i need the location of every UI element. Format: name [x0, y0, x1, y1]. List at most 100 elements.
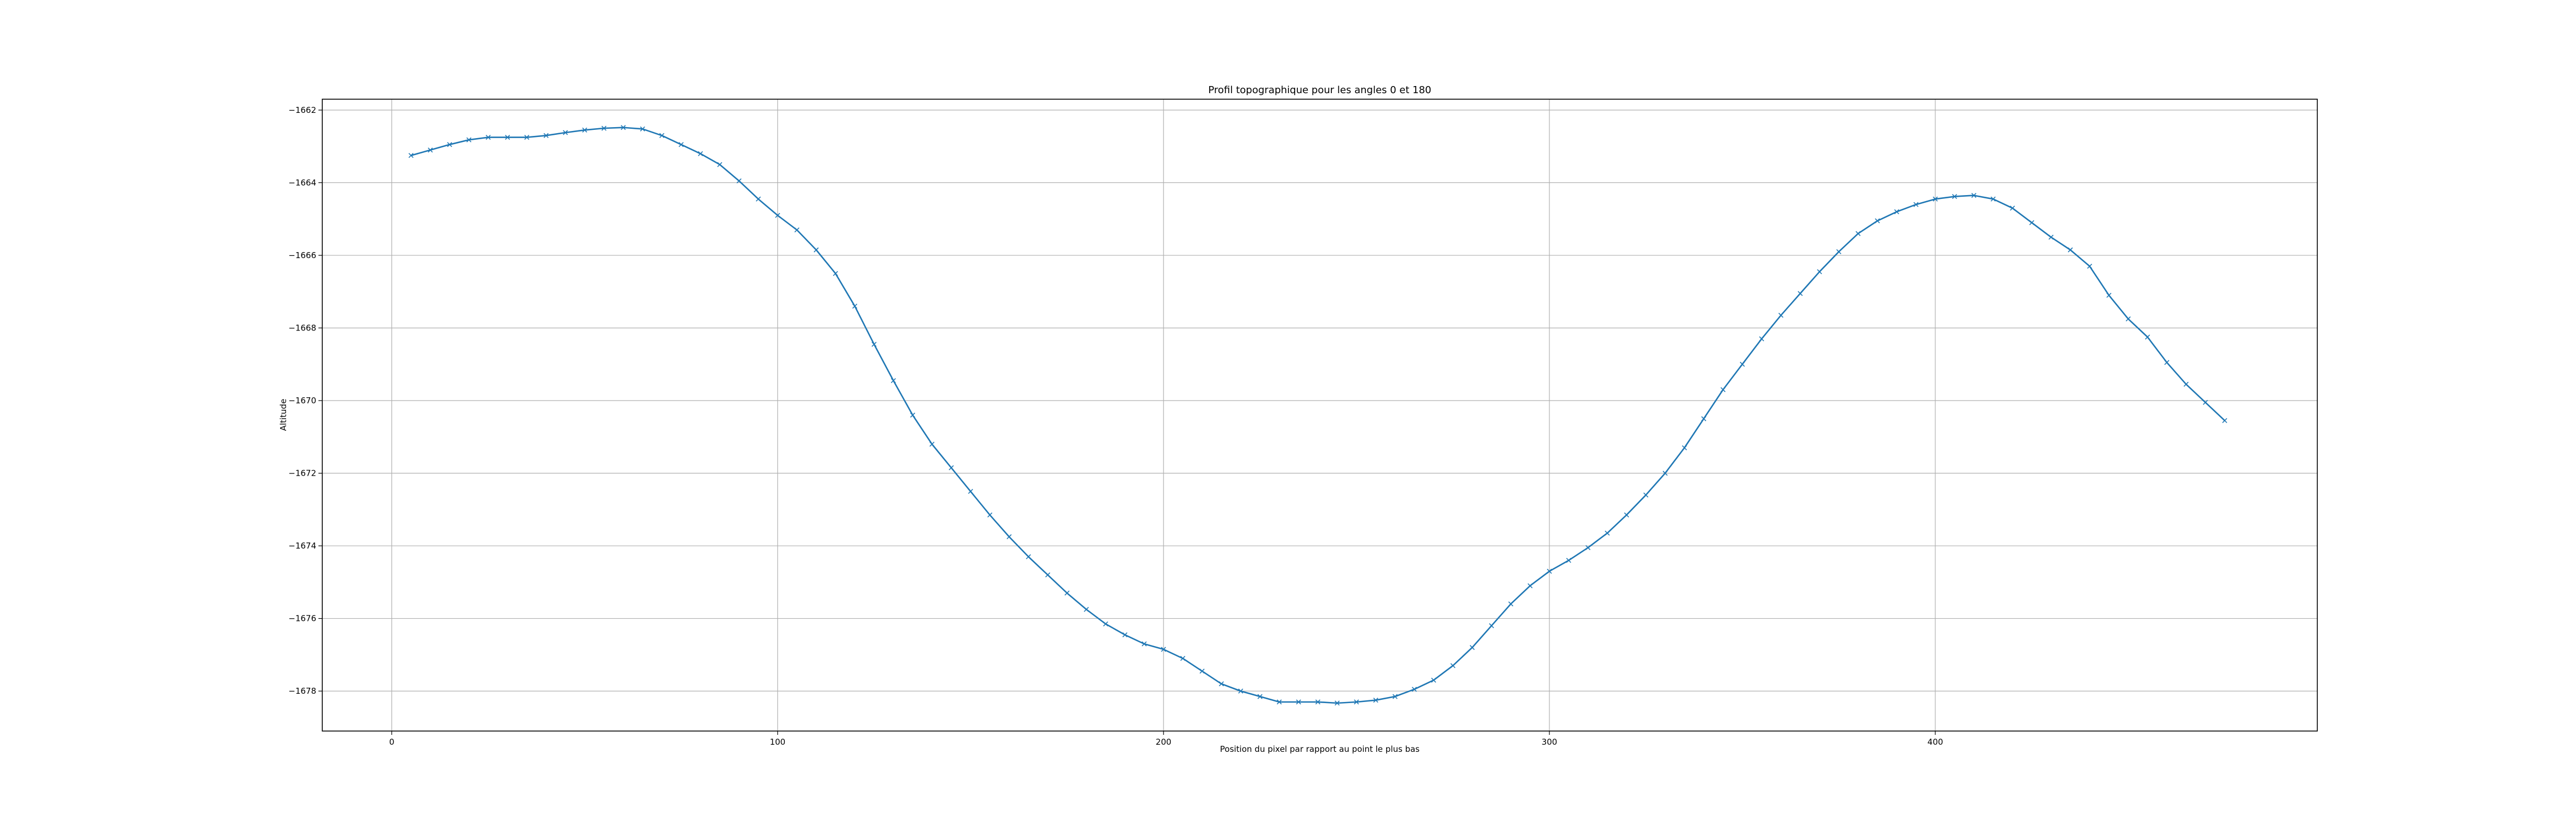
- data-point: [1720, 387, 1726, 392]
- data-point: [1797, 290, 1803, 296]
- data-point: [813, 247, 819, 253]
- data-point: [1991, 196, 1996, 202]
- data-point: [1392, 694, 1398, 699]
- y-tick-label: −1674: [288, 541, 316, 551]
- data-point: [1064, 590, 1070, 596]
- chart-title: Profil topographique pour les angles 0 e…: [1208, 84, 1431, 96]
- y-tick-label: −1664: [288, 178, 316, 187]
- data-point: [1566, 557, 1571, 563]
- data-point: [1682, 445, 1687, 450]
- x-axis-label: Position du pixel par rapport au point l…: [1220, 744, 1420, 754]
- data-point: [1315, 699, 1321, 705]
- data-point: [1585, 545, 1591, 550]
- data-point: [1624, 512, 1629, 518]
- x-tick-label: 300: [1542, 737, 1558, 747]
- data-point: [1759, 336, 1764, 341]
- data-point: [1913, 202, 1919, 207]
- data-point: [1218, 681, 1224, 687]
- data-point: [1276, 699, 1282, 705]
- data-point: [428, 147, 433, 153]
- y-tick-label: −1666: [288, 250, 316, 260]
- data-point: [2029, 220, 2034, 225]
- data-point: [1006, 534, 1012, 540]
- data-point: [910, 412, 915, 418]
- data-point: [1778, 312, 1783, 318]
- data-point: [1662, 470, 1668, 476]
- grid: [322, 99, 2317, 731]
- data-point: [1199, 669, 1205, 674]
- data-point: [1257, 694, 1263, 699]
- data-point: [1508, 601, 1514, 607]
- data-point: [1103, 621, 1108, 627]
- data-point: [447, 142, 452, 147]
- y-axis-label: Altitude: [278, 399, 288, 431]
- data-point: [1489, 623, 1494, 629]
- data-point: [2203, 399, 2208, 405]
- data-point: [1933, 196, 1938, 202]
- data-point: [1122, 632, 1128, 637]
- data-point: [1874, 218, 1880, 224]
- data-point: [1547, 568, 1552, 574]
- data-point: [543, 133, 549, 138]
- y-tick-label: −1678: [288, 686, 316, 696]
- data-point: [1373, 698, 1378, 703]
- data-point: [1431, 677, 1437, 683]
- y-tick-label: −1676: [288, 614, 316, 624]
- data-point: [794, 227, 800, 233]
- data-point: [408, 153, 414, 158]
- data-point: [679, 142, 684, 147]
- data-point: [2145, 334, 2150, 340]
- data-point: [1084, 607, 1089, 612]
- data-point: [1296, 699, 1301, 705]
- data-point: [466, 137, 472, 142]
- data-point: [2010, 206, 2015, 211]
- data-point: [2067, 247, 2073, 253]
- data-point: [659, 133, 665, 138]
- data-point: [1045, 572, 1051, 578]
- x-tick-label: 200: [1156, 737, 1172, 747]
- ticks: 0 100 200 300 400 −1662 −1664 −1666 −1668 −1670 −1…: [288, 105, 1943, 747]
- plot-frame: [322, 99, 2318, 732]
- data-point: [1894, 209, 1900, 214]
- data-point: [1450, 663, 1456, 669]
- data-point: [505, 135, 510, 140]
- series-layer: [408, 125, 2227, 706]
- data-point: [1142, 641, 1147, 647]
- data-point: [1604, 530, 1610, 536]
- data-point: [524, 135, 529, 140]
- data-point: [1836, 249, 1842, 254]
- data-point: [1469, 645, 1475, 650]
- data-point: [852, 304, 858, 309]
- data-point: [1161, 647, 1166, 652]
- data-point: [2125, 316, 2131, 322]
- data-point: [2106, 293, 2112, 298]
- data-point: [775, 213, 780, 218]
- data-point: [582, 127, 588, 133]
- data-point: [1817, 269, 1822, 275]
- data-point: [1643, 492, 1649, 498]
- data-point: [929, 441, 934, 447]
- y-tick-label: −1670: [288, 396, 316, 406]
- data-point: [987, 512, 993, 518]
- data-point: [756, 196, 761, 202]
- data-point: [486, 135, 491, 140]
- data-point: [1952, 194, 1957, 199]
- data-point: [562, 130, 568, 135]
- data-point: [736, 178, 742, 184]
- data-point: [698, 151, 703, 156]
- data-point: [717, 162, 722, 167]
- data-point: [1238, 688, 1244, 694]
- x-tick-label: 400: [1928, 737, 1944, 747]
- data-point: [1701, 416, 1707, 421]
- data-point: [1528, 583, 1533, 589]
- data-point: [1740, 362, 1745, 367]
- data-point: [2222, 418, 2227, 424]
- data-point: [833, 271, 838, 276]
- y-tick-label: −1668: [288, 323, 316, 333]
- data-point: [2164, 359, 2169, 365]
- y-tick-label: −1672: [288, 469, 316, 478]
- data-point: [1855, 231, 1861, 236]
- data-point: [2048, 235, 2054, 240]
